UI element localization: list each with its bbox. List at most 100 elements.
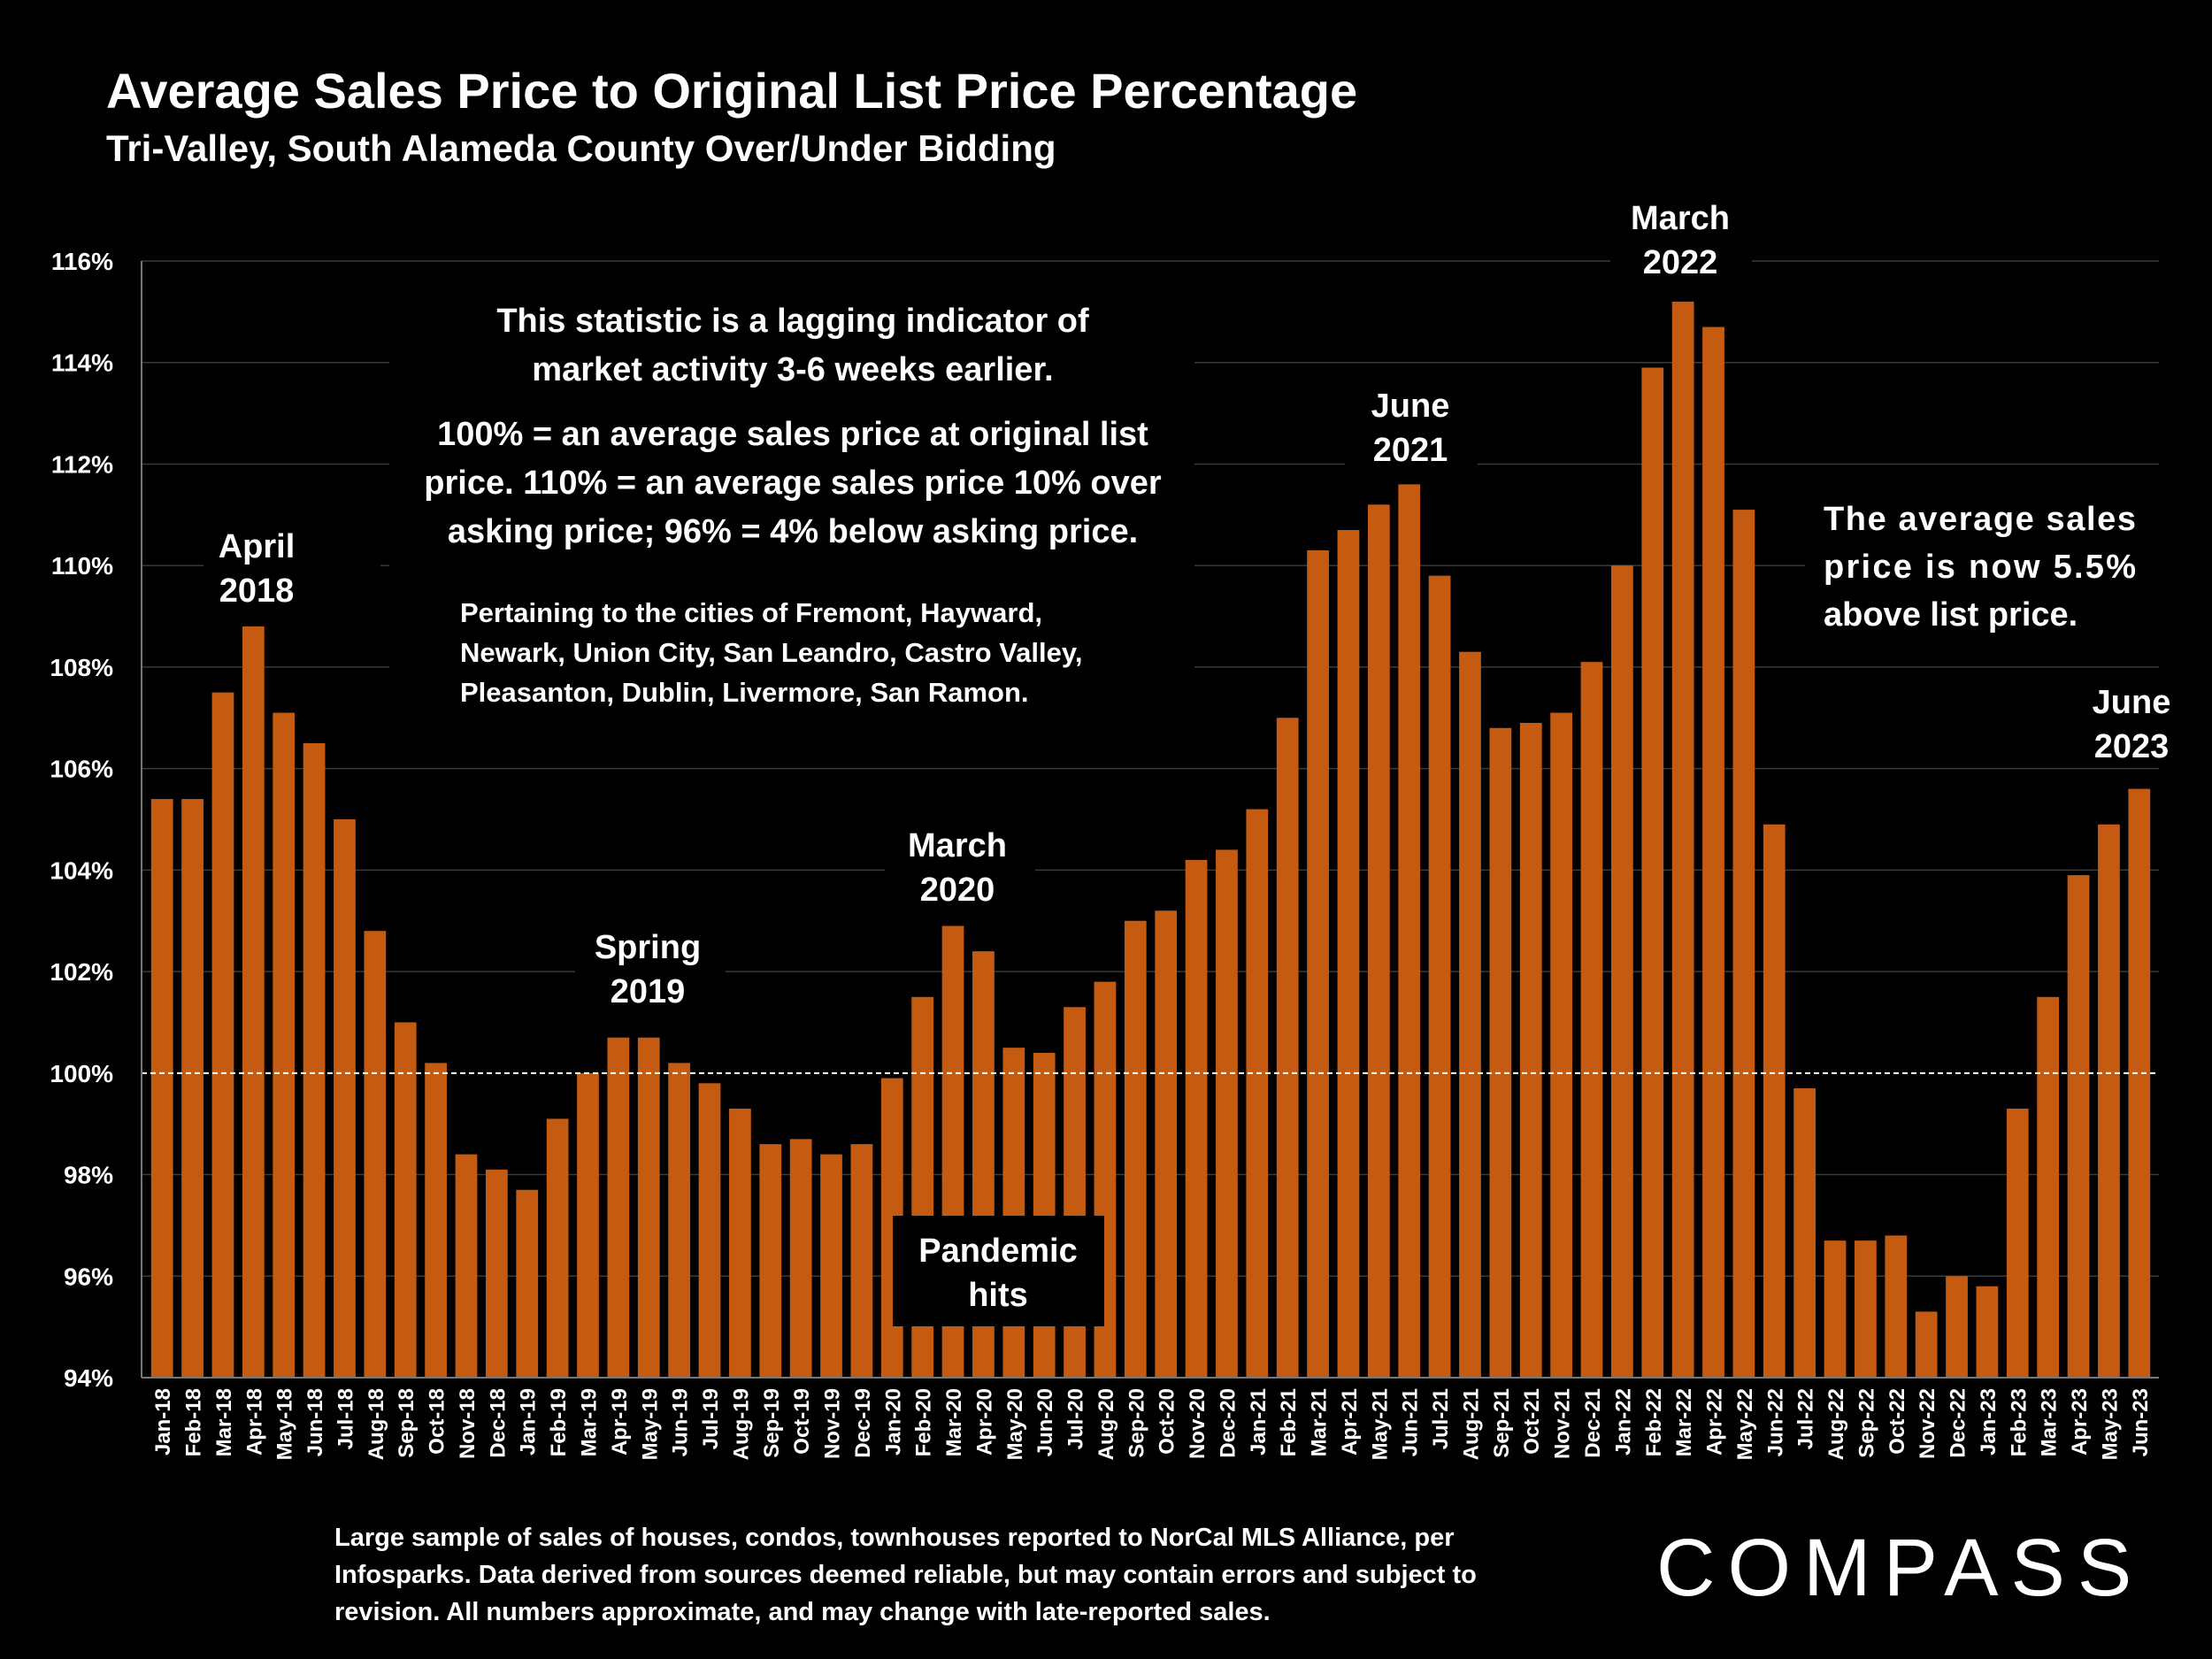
bar-jul-18 xyxy=(334,819,356,1378)
y-tick-label: 96% xyxy=(64,1263,113,1290)
x-tick-label: Jun-19 xyxy=(669,1388,693,1456)
annotation-mar2022: March xyxy=(1631,200,1730,237)
annotation-background xyxy=(575,911,726,1009)
bars xyxy=(142,301,2159,1379)
bar-may-21 xyxy=(1367,504,1390,1378)
y-tick-label: 102% xyxy=(50,958,113,986)
x-tick-label: Nov-22 xyxy=(1916,1388,1939,1459)
bar-nov-21 xyxy=(1550,712,1572,1378)
bar-apr-19 xyxy=(607,1037,630,1378)
bar-mar-23 xyxy=(2037,996,2060,1378)
footnote: Large sample of sales of houses, condos,… xyxy=(334,1524,1477,1626)
bar-mar-18 xyxy=(211,692,234,1378)
x-tick-label: Nov-20 xyxy=(1186,1388,1210,1459)
bar-oct-18 xyxy=(425,1063,447,1378)
notes: This statistic is a lagging indicator of… xyxy=(424,303,2136,708)
bar-jun-20 xyxy=(1033,1052,1056,1378)
x-tick-label: Aug-21 xyxy=(1459,1388,1483,1460)
y-tick-label: 112% xyxy=(51,450,113,478)
annotation-apr2018: 2018 xyxy=(219,572,295,610)
x-tick-label: Dec-18 xyxy=(486,1388,510,1458)
bar-jul-19 xyxy=(698,1083,721,1378)
x-tick-label: Jun-18 xyxy=(303,1388,327,1456)
bar-aug-18 xyxy=(364,931,387,1378)
bar-nov-18 xyxy=(455,1154,478,1378)
bar-jun-23 xyxy=(2128,788,2151,1378)
annotation-jun2021: June xyxy=(1371,388,1450,425)
x-tick-label: Dec-22 xyxy=(1947,1388,1970,1458)
annotation-apr2018: April xyxy=(219,528,296,565)
x-tick-label: Dec-19 xyxy=(851,1388,875,1458)
bar-may-18 xyxy=(273,712,296,1378)
bar-feb-23 xyxy=(2006,1108,2029,1378)
y-tick-label: 114% xyxy=(51,349,113,377)
x-tick-label: Mar-21 xyxy=(1308,1388,1332,1456)
compass-logo: COMPASS xyxy=(1656,1523,2144,1613)
annotation-spring2019: 2019 xyxy=(611,973,686,1010)
chart-title: Average Sales Price to Original List Pri… xyxy=(106,63,1357,119)
x-tick-label: Oct-22 xyxy=(1886,1388,1909,1455)
x-tick-label: Apr-18 xyxy=(242,1388,266,1455)
bar-feb-19 xyxy=(546,1118,569,1378)
y-tick-label: 94% xyxy=(64,1364,113,1392)
x-tick-label: Apr-22 xyxy=(1703,1388,1727,1455)
bar-dec-19 xyxy=(850,1144,873,1378)
bar-oct-22 xyxy=(1885,1235,1908,1378)
bar-oct-20 xyxy=(1155,910,1178,1378)
x-tick-label: Feb-19 xyxy=(547,1388,571,1456)
bar-jul-22 xyxy=(1793,1088,1816,1378)
y-tick-label: 100% xyxy=(50,1060,113,1087)
pandemic-box xyxy=(893,1216,1104,1326)
bar-jan-18 xyxy=(150,799,173,1378)
bar-nov-20 xyxy=(1185,859,1208,1378)
x-tick-label: Jun-23 xyxy=(2129,1388,2153,1456)
x-tick-label: Sep-20 xyxy=(1125,1388,1148,1458)
x-tick-label: Nov-18 xyxy=(456,1388,480,1459)
y-tick-label: 106% xyxy=(50,756,113,783)
bar-feb-18 xyxy=(181,799,204,1378)
x-tick-label: Apr-21 xyxy=(1338,1388,1362,1455)
x-tick-label: Apr-20 xyxy=(972,1388,996,1455)
x-tick-label: Jan-18 xyxy=(151,1388,175,1455)
annotation-background xyxy=(885,810,1035,907)
annotations: April 2018 Spring 2019 March 2020 Pandemic hits… xyxy=(219,200,2170,1326)
annotation-mar2022: 2022 xyxy=(1643,244,1718,281)
bar-dec-21 xyxy=(1580,662,1603,1378)
x-tick-label: Nov-19 xyxy=(821,1388,845,1459)
y-tick-label: 104% xyxy=(50,856,113,884)
x-tick-label: Sep-21 xyxy=(1490,1388,1514,1458)
x-tick-label: Sep-22 xyxy=(1855,1388,1878,1458)
x-tick-label: Feb-22 xyxy=(1642,1388,1666,1456)
x-tick-label: Jan-23 xyxy=(1977,1388,2001,1455)
bar-oct-19 xyxy=(789,1139,812,1378)
annotation-background xyxy=(1805,487,2159,646)
x-tick-label: Jan-20 xyxy=(881,1388,905,1455)
bar-may-20 xyxy=(1002,1048,1025,1378)
bar-nov-19 xyxy=(820,1154,842,1378)
bar-jan-21 xyxy=(1246,809,1269,1378)
x-tick-label: Dec-20 xyxy=(1216,1388,1240,1458)
annotation-background xyxy=(389,292,1194,734)
bar-aug-19 xyxy=(729,1108,751,1378)
bar-nov-22 xyxy=(1915,1311,1938,1378)
bar-jul-21 xyxy=(1428,575,1451,1378)
bar-mar-19 xyxy=(577,1072,599,1378)
x-tick-label: May-20 xyxy=(1003,1388,1027,1460)
bar-jan-22 xyxy=(1610,565,1633,1378)
bar-jun-21 xyxy=(1398,484,1421,1378)
bar-sep-21 xyxy=(1489,727,1512,1378)
x-tick-label: May-23 xyxy=(2098,1388,2122,1460)
bar-jun-22 xyxy=(1763,824,1786,1378)
bar-aug-22 xyxy=(1824,1240,1847,1378)
bar-dec-20 xyxy=(1216,849,1238,1378)
x-tick-label: Feb-23 xyxy=(2007,1388,2031,1456)
note-current: above list price. xyxy=(1824,596,2078,634)
x-tick-label: May-21 xyxy=(1368,1388,1392,1460)
x-tick-label: Aug-20 xyxy=(1094,1388,1118,1460)
bar-mar-21 xyxy=(1307,549,1329,1378)
x-tick-label: Jun-21 xyxy=(1399,1388,1423,1456)
bar-may-23 xyxy=(2098,824,2120,1378)
bar-jan-19 xyxy=(516,1189,539,1378)
bar-jan-23 xyxy=(1976,1286,1999,1378)
